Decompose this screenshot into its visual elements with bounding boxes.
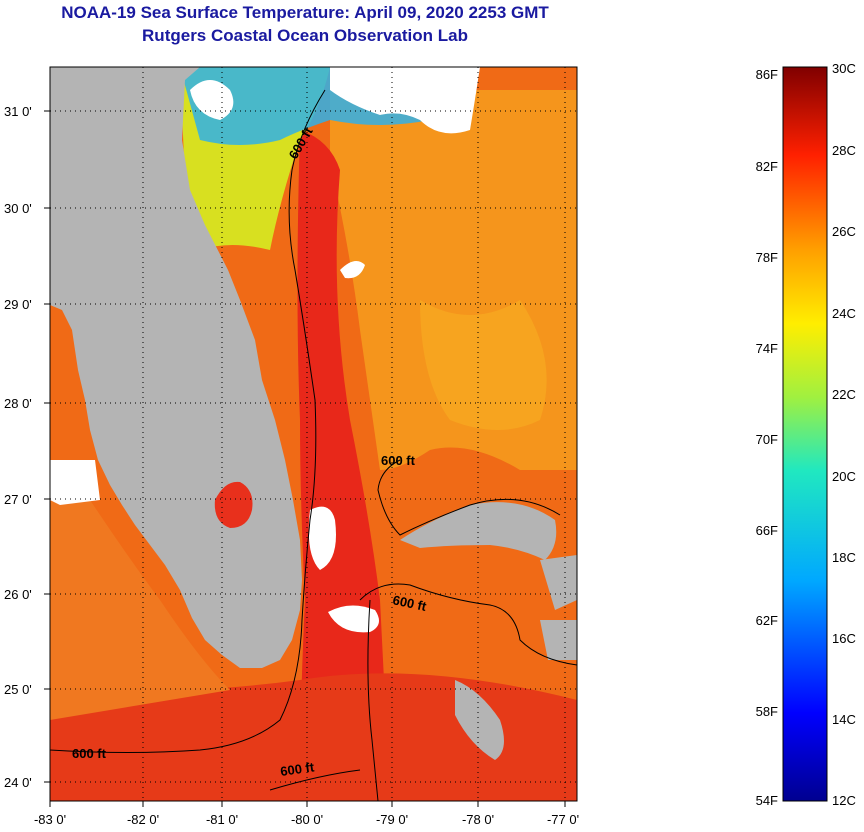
lon-label-81: -81 0' xyxy=(206,812,238,827)
colorbar-f-label: 74F xyxy=(756,341,778,356)
eleuthera-island xyxy=(540,620,577,660)
lon-label-78: -78 0' xyxy=(462,812,494,827)
lat-label-29: 29 0' xyxy=(4,297,32,312)
colorbar-f-label: 82F xyxy=(756,159,778,174)
lat-label-25: 25 0' xyxy=(4,682,32,697)
contour-label-straits: 600 ft xyxy=(391,592,428,614)
colorbar-c-label: 26C xyxy=(832,224,856,239)
colorbar-c-label: 12C xyxy=(832,793,856,808)
contour-600ft-west xyxy=(50,89,326,753)
colorbar-c-label: 16C xyxy=(832,631,856,646)
lat-label-26: 26 0' xyxy=(4,587,32,602)
southern-warm-water xyxy=(50,673,577,801)
colorbar-gradient xyxy=(782,66,828,802)
contour-label-gulf: 600 ft xyxy=(72,746,107,761)
lon-label-79: -79 0' xyxy=(376,812,408,827)
colorbar-f-label: 78F xyxy=(756,250,778,265)
lat-label-27: 27 0' xyxy=(4,492,32,507)
andros-island xyxy=(455,680,504,760)
colorbar-f-label: 66F xyxy=(756,523,778,538)
colorbar-c-label: 24C xyxy=(832,306,856,321)
lon-label-77: -77 0' xyxy=(547,812,579,827)
colorbar-c-label: 22C xyxy=(832,387,856,402)
cloud-small xyxy=(340,261,365,279)
contour-label-keys: 600 ft xyxy=(279,759,315,779)
lon-label-83: -83 0' xyxy=(34,812,66,827)
axis-ticks xyxy=(44,110,566,807)
grand-bahama-island xyxy=(400,502,557,560)
contour-600ft-straits xyxy=(367,599,379,801)
lon-label-80: -80 0' xyxy=(291,812,323,827)
cloud-west xyxy=(50,460,100,505)
colorbar-c-label: 20C xyxy=(832,469,856,484)
colorbar-c-label: 18C xyxy=(832,550,856,565)
colorbar-f-label: 58F xyxy=(756,704,778,719)
lat-label-28: 28 0' xyxy=(4,396,32,411)
cloud-central xyxy=(308,506,336,570)
abaco-island xyxy=(540,555,577,610)
cloud-patch xyxy=(190,80,234,120)
colorbar-c-label: 28C xyxy=(832,143,856,158)
sst-map: 31 0' 30 0' 29 0' 28 0' 27 0' 26 0' 25 0… xyxy=(4,66,579,827)
cloud-north xyxy=(330,67,480,134)
map-subtitle: Rutgers Coastal Ocean Observation Lab xyxy=(142,26,468,45)
lat-label-24: 24 0' xyxy=(4,775,32,790)
lat-label-31: 31 0' xyxy=(4,104,32,119)
lon-label-82: -82 0' xyxy=(127,812,159,827)
contour-label-bahamas: 600 ft xyxy=(381,453,416,468)
gulf-stream xyxy=(297,130,390,801)
cool-eddy xyxy=(420,300,547,430)
colorbar-f-label: 70F xyxy=(756,432,778,447)
map-frame xyxy=(49,66,578,802)
contour-600ft-bahamas-south xyxy=(359,583,577,666)
map-title: NOAA-19 Sea Surface Temperature: April 0… xyxy=(61,3,549,22)
lake-okeechobee xyxy=(214,481,253,528)
contour-600ft-south xyxy=(269,769,361,791)
cloud-south xyxy=(328,605,379,633)
colorbar-f-label: 62F xyxy=(756,613,778,628)
colorbar-c-label: 30C xyxy=(832,61,856,76)
contour-600ft-bahamas-north xyxy=(377,459,561,536)
colorbar-c-label: 14C xyxy=(832,712,856,727)
colorbar-f-label: 54F xyxy=(756,793,778,808)
gulf-shelf-water xyxy=(50,500,230,720)
lat-label-30: 30 0' xyxy=(4,201,32,216)
colorbar-f-label: 86F xyxy=(756,67,778,82)
